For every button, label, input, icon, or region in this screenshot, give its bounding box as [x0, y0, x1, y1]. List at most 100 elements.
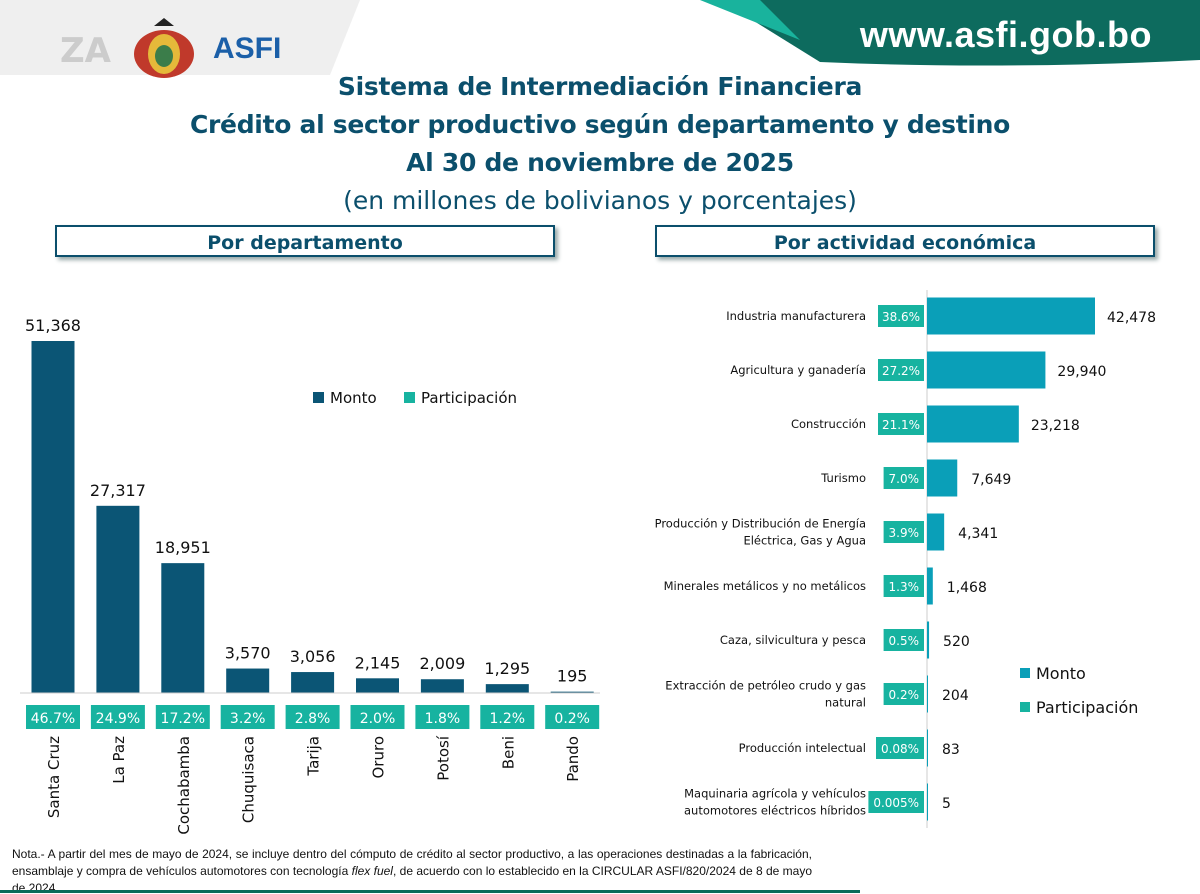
participacion-label: 0.2%	[554, 711, 590, 727]
bar-monto	[161, 563, 205, 693]
bar-monto	[96, 505, 140, 693]
category-label: La Paz	[110, 736, 128, 784]
bar-value-label: 29,940	[1057, 364, 1106, 380]
bar-value-label: 4,341	[958, 526, 998, 542]
bar-monto	[550, 691, 594, 693]
category-label: Maquinaria agrícola y vehículos	[684, 787, 866, 801]
legend-label-participacion: Participación	[421, 389, 517, 407]
participacion-box	[878, 305, 924, 327]
legend-label-monto: Monto	[1036, 664, 1086, 683]
participacion-box	[480, 705, 535, 729]
bar-value-label: 18,951	[155, 538, 211, 557]
bar-monto	[927, 729, 928, 767]
bar-value-label: 3,056	[290, 647, 336, 666]
bar-monto	[485, 684, 529, 693]
bar-monto	[927, 297, 1095, 335]
participacion-box	[285, 705, 340, 729]
title-line: Crédito al sector productivo según depar…	[189, 110, 1011, 139]
website-url[interactable]: www.asfi.gob.bo	[859, 14, 1152, 55]
participacion-label: 17.2%	[161, 711, 205, 727]
bar-value-label: 520	[943, 634, 970, 650]
category-label: Pando	[564, 736, 582, 782]
category-label: Industria manufacturera	[726, 309, 866, 323]
title-line: Sistema de Intermediación Financiera	[337, 72, 863, 101]
title-block: Sistema de Intermediación Financiera Cré…	[0, 68, 1200, 220]
category-label: Chuquisaca	[240, 736, 258, 823]
category-label: automotores eléctricos híbridos	[684, 804, 866, 818]
participacion-label: 3.2%	[230, 711, 266, 727]
participacion-box	[883, 629, 924, 651]
category-label: Tarija	[305, 736, 323, 777]
category-label: Oruro	[370, 736, 388, 779]
legend-swatch-participacion	[1020, 702, 1030, 712]
bar-value-label: 2,009	[419, 654, 465, 673]
participacion-box	[155, 705, 210, 729]
participacion-box	[350, 705, 405, 729]
participacion-label: 1.2%	[490, 711, 526, 727]
category-label: Cochabamba	[175, 736, 193, 835]
bar-value-label: 3,570	[225, 644, 271, 663]
participacion-label: 7.0%	[889, 472, 920, 486]
participacion-label: 3.9%	[889, 526, 920, 540]
category-label: Agricultura y ganadería	[730, 363, 866, 377]
participacion-box	[883, 521, 924, 543]
participacion-label: 1.8%	[425, 711, 461, 727]
participacion-label: 0.2%	[889, 688, 920, 702]
bar-value-label: 5	[942, 796, 951, 812]
category-label: Potosí	[434, 735, 452, 781]
bottom-rule	[0, 890, 860, 893]
participacion-label: 46.7%	[31, 711, 75, 727]
participacion-box	[415, 705, 470, 729]
bar-value-label: 195	[557, 667, 588, 686]
participacion-label: 21.1%	[882, 418, 920, 432]
bar-value-label: 2,145	[355, 653, 401, 672]
category-label: Caza, silvicultura y pesca	[720, 633, 866, 647]
bar-monto	[927, 621, 930, 659]
participacion-label: 1.3%	[889, 580, 920, 594]
bar-value-label: 27,317	[90, 481, 146, 500]
category-label: Producción y Distribución de Energía	[655, 517, 866, 531]
bar-monto	[31, 341, 75, 693]
participacion-box	[545, 705, 600, 729]
bar-monto	[291, 672, 335, 693]
bar-value-label: 42,478	[1107, 310, 1156, 326]
legend-swatch-monto	[1020, 668, 1030, 678]
participacion-box	[883, 467, 924, 489]
asfi-logo: ASFI	[213, 31, 282, 65]
legend-swatch-participacion	[404, 392, 415, 403]
bar-monto	[927, 783, 928, 821]
legend-swatch-monto	[313, 392, 324, 403]
coat-of-arms-logo	[134, 18, 194, 78]
bar-monto	[927, 351, 1046, 389]
participacion-label: 38.6%	[882, 310, 920, 324]
note-italic: flex fuel	[351, 864, 393, 878]
bar-monto	[927, 459, 958, 497]
category-label: Construcción	[791, 417, 866, 431]
bar-monto	[927, 567, 933, 605]
bar-value-label: 1,295	[484, 659, 530, 678]
bar-value-label: 204	[942, 688, 969, 704]
participacion-box	[868, 791, 924, 813]
category-label: Santa Cruz	[45, 736, 63, 818]
bar-monto	[927, 513, 945, 551]
logos: ZA ASFI	[55, 16, 281, 81]
title-line: Al 30 de noviembre de 2025	[406, 148, 794, 177]
participacion-label: 2.0%	[360, 711, 396, 727]
category-label: Producción intelectual	[739, 741, 866, 755]
bar-value-label: 51,368	[25, 316, 81, 335]
legend-label-monto: Monto	[330, 389, 377, 407]
participacion-box	[220, 705, 275, 729]
bar-value-label: 1,468	[947, 580, 987, 596]
bar-value-label: 7,649	[971, 472, 1011, 488]
participacion-label: 24.9%	[96, 711, 140, 727]
participacion-box	[876, 737, 924, 759]
category-label: Beni	[499, 736, 517, 769]
note-part: Nota.- A partir del mes de mayo de 2024,…	[12, 847, 812, 878]
participacion-label: 0.005%	[873, 796, 919, 810]
participacion-box	[90, 705, 145, 729]
participacion-box	[883, 575, 924, 597]
category-label: Minerales metálicos y no metálicos	[664, 579, 866, 593]
participacion-box	[878, 359, 924, 381]
participacion-label: 0.08%	[881, 742, 919, 756]
